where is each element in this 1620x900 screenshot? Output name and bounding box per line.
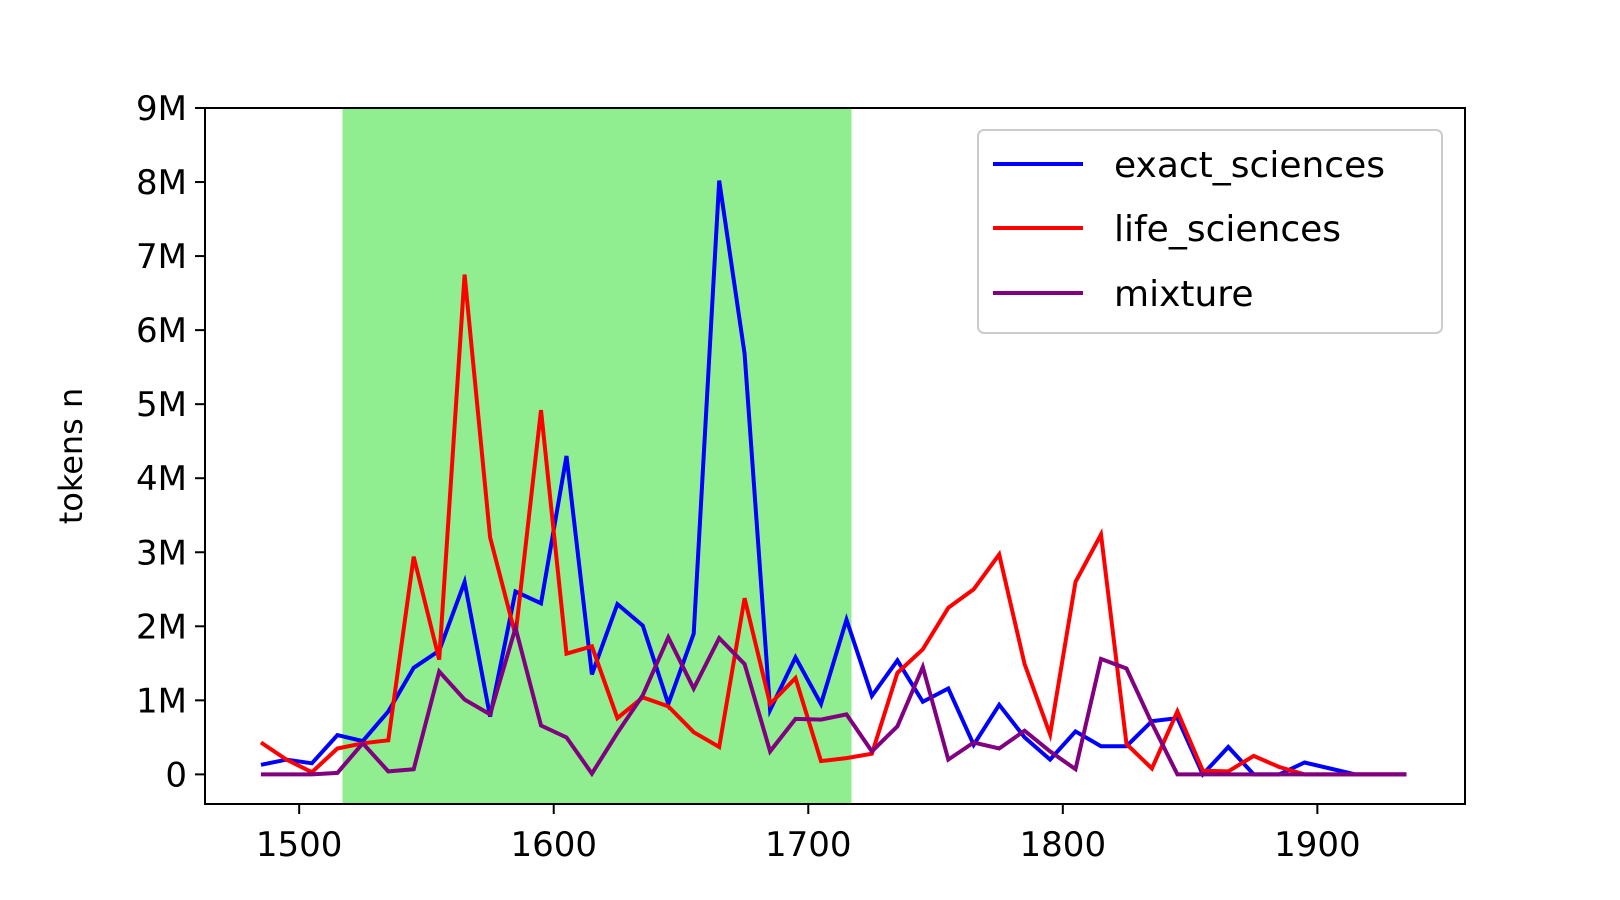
y-axis-label: tokens n xyxy=(52,388,90,525)
series-line-exact-sciences xyxy=(260,180,1407,778)
y-tick-label: 3M xyxy=(136,533,187,573)
x-tick-label: 1600 xyxy=(510,825,597,865)
y-axis: 0 1M 2M 3M 4M 5M 6M 7M 8M 9M xyxy=(136,89,205,795)
series-line-mixture xyxy=(261,620,1407,778)
y-tick-label: 5M xyxy=(136,385,187,425)
y-tick-label: 7M xyxy=(136,237,187,277)
x-tick-label: 1700 xyxy=(765,825,852,865)
series-line-life-sciences xyxy=(259,274,1407,777)
x-tick-label: 1500 xyxy=(256,825,343,865)
x-tick-label: 1800 xyxy=(1020,825,1107,865)
plot-frame xyxy=(204,107,1466,805)
legend-label-exact-sciences: exact_sciences xyxy=(1114,145,1385,186)
y-tick-label: 4M xyxy=(136,459,187,499)
series-lines-layer xyxy=(259,180,1407,778)
x-tick-label: 1900 xyxy=(1274,825,1361,865)
y-tick-label: 0 xyxy=(165,755,187,795)
y-tick-label: 9M xyxy=(136,89,187,129)
legend-label-life-sciences: life_sciences xyxy=(1114,209,1341,250)
legend-frame xyxy=(977,129,1443,334)
y-tick-label: 6M xyxy=(136,311,187,351)
x-axis: 1500 1600 1700 1800 1900 xyxy=(256,804,1361,865)
legend-label-mixture: mixture xyxy=(1114,274,1253,315)
y-tick-label: 1M xyxy=(136,681,187,721)
y-tick-label: 8M xyxy=(136,163,187,203)
legend: exact_sciences life_sciences mixture xyxy=(977,129,1443,334)
y-tick-label: 2M xyxy=(136,607,187,647)
